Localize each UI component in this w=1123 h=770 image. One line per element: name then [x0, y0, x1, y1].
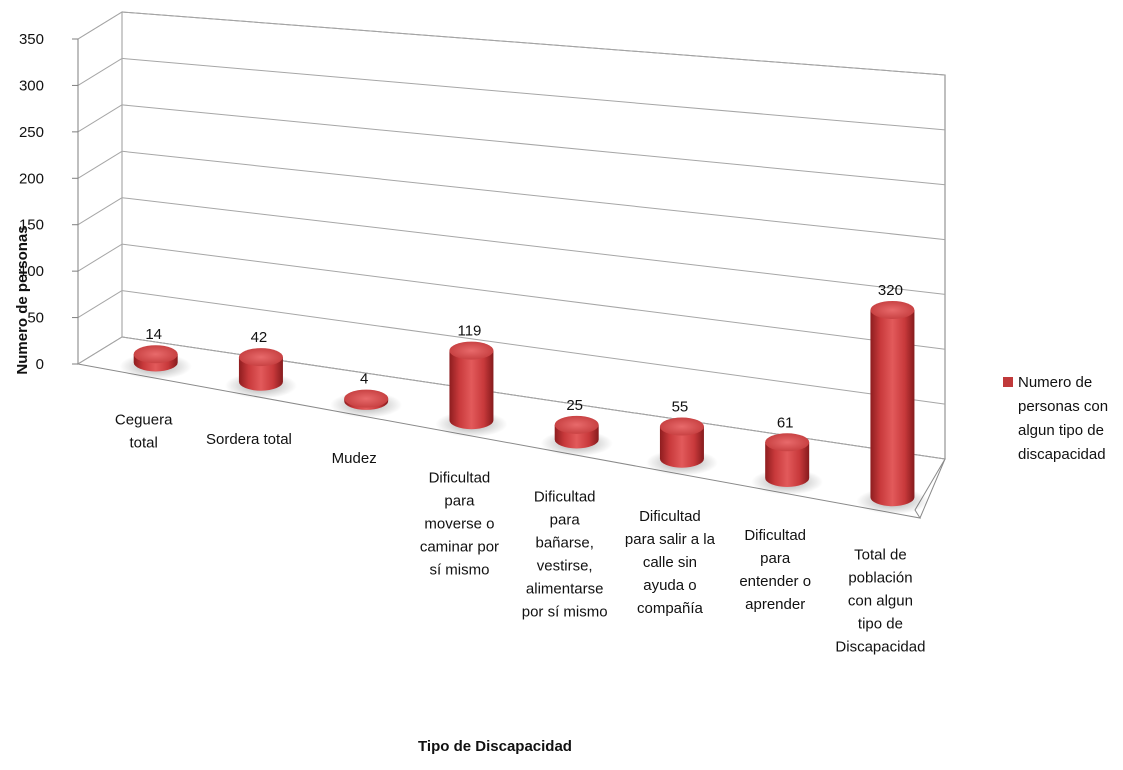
- bar-body: [449, 350, 494, 430]
- gridline-side: [77, 290, 123, 318]
- bar: [449, 341, 494, 430]
- gridline: [121, 11, 946, 76]
- category-label: Total de población con algun tipo de Discapa…: [835, 546, 925, 655]
- bar-top: [344, 389, 389, 408]
- bar: [238, 348, 283, 391]
- bar: [765, 433, 810, 487]
- bar-top: [449, 341, 494, 360]
- y-tick-label: 300: [19, 77, 44, 94]
- gridline-side: [77, 336, 123, 365]
- y-tick-label: 250: [19, 124, 44, 141]
- gridline-side: [77, 11, 123, 40]
- gridline-side: [77, 243, 123, 272]
- bar-body: [659, 426, 704, 468]
- bar: [870, 300, 915, 507]
- bar-top: [133, 345, 178, 364]
- legend: Numero de personas con algun tipo de discap…: [1003, 374, 1108, 463]
- floor-edge: [919, 458, 946, 519]
- y-tick-label: 150: [19, 217, 44, 234]
- bar-top: [870, 300, 915, 319]
- category-label: Dificultad para bañarse, vestirse, alimentar…: [522, 489, 608, 621]
- bar: [344, 389, 389, 410]
- y-axis-title: Numero de personas: [14, 225, 31, 374]
- data-label: 42: [251, 329, 268, 346]
- y-tick-label: 50: [27, 310, 44, 327]
- plot-area: [72, 11, 946, 519]
- y-tick-label: 200: [19, 170, 44, 187]
- x-axis-title: Tipo de Discapacidad: [418, 738, 572, 755]
- gridline: [121, 57, 946, 131]
- data-label: 61: [777, 414, 794, 431]
- gridline-side: [77, 58, 123, 86]
- bar-top: [238, 348, 283, 367]
- gridline: [121, 243, 946, 350]
- y-tick-label: 0: [36, 356, 44, 373]
- bar-body: [238, 357, 283, 391]
- side-wall: [77, 11, 123, 365]
- bar-top: [765, 433, 810, 452]
- bar: [554, 415, 599, 449]
- gridline-side: [77, 104, 123, 133]
- bars: [119, 300, 929, 515]
- labels: 0 50 100 150 200 250 300 350 14 Ceguera total 42 Sor…: [19, 31, 926, 655]
- bar-body: [765, 442, 810, 487]
- y-tick-label: 100: [19, 263, 44, 280]
- data-label: 55: [672, 399, 689, 416]
- y-tick-label: 350: [19, 31, 44, 48]
- category-label: Ceguera total: [115, 412, 173, 452]
- category-label: Mudez: [332, 450, 377, 467]
- gridline-side: [77, 197, 123, 226]
- gridline-side: [77, 150, 123, 179]
- category-label: Dificultad para salir a la calle sin ayuda …: [625, 508, 716, 617]
- category-label: Sordera total: [206, 431, 292, 448]
- gridline: [121, 290, 946, 405]
- legend-label: Numero de personas con algun tipo de discap…: [1018, 374, 1108, 463]
- gridline: [121, 150, 946, 241]
- bar-top: [659, 417, 704, 436]
- data-label: 320: [878, 282, 903, 299]
- bar: [659, 417, 704, 468]
- data-label: 25: [566, 397, 583, 414]
- bar-top: [554, 415, 599, 434]
- gridline: [121, 104, 946, 186]
- category-label: Dificultad para entender o aprender: [739, 527, 811, 613]
- bar: [133, 345, 178, 372]
- bar-body: [870, 309, 915, 507]
- data-label: 4: [360, 371, 368, 388]
- category-label: Dificultad para moverse o caminar por sí mis…: [420, 469, 499, 578]
- data-label: 14: [145, 326, 162, 343]
- data-label: 119: [457, 323, 481, 340]
- gridline: [121, 197, 946, 295]
- legend-swatch: [1003, 377, 1013, 387]
